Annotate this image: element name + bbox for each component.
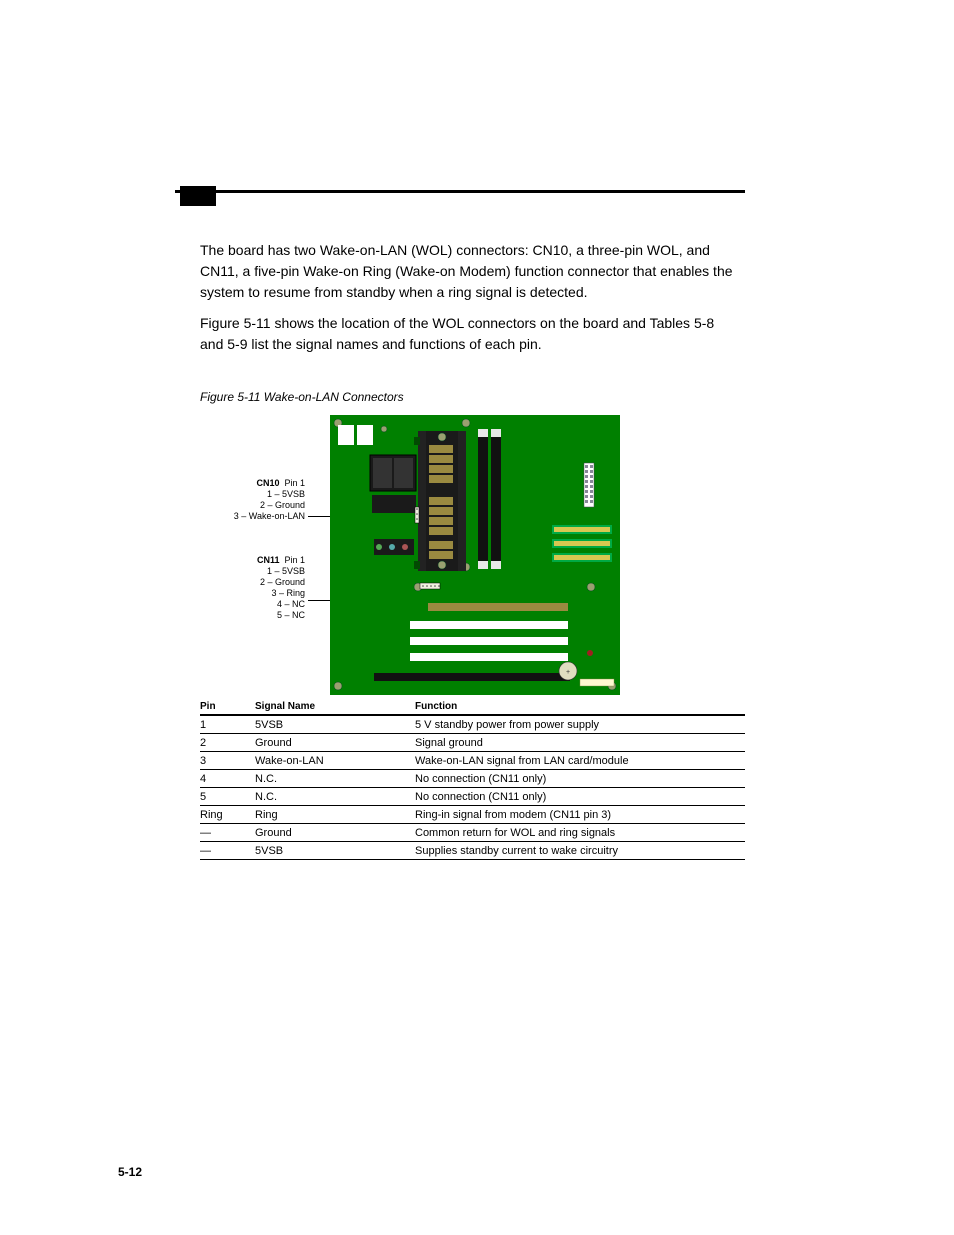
header-rule — [175, 190, 745, 193]
motherboard-diagram: + — [330, 415, 620, 695]
intro-paragraph-2: Figure 5-11 shows the location of the WO… — [200, 313, 740, 355]
svg-text:+: + — [566, 669, 570, 676]
table-row: 15VSB5 V standby power from power supply — [200, 716, 745, 734]
th-pin: Pin — [200, 701, 255, 712]
th-function: Function — [415, 701, 745, 712]
table-row: 4N.C.No connection (CN11 only) — [200, 770, 745, 788]
table-row: —5VSBSupplies standby current to wake ci… — [200, 842, 745, 860]
intro-block: The board has two Wake-on-LAN (WOL) conn… — [200, 240, 740, 355]
callout-cn10: CN10 Pin 1 1 – 5VSB 2 – Ground 3 – Wake-… — [225, 478, 305, 522]
table-row: 3Wake-on-LANWake-on-LAN signal from LAN … — [200, 752, 745, 770]
th-signal: Signal Name — [255, 701, 415, 712]
pinout-table: Pin Signal Name Function 15VSB5 V standb… — [200, 698, 745, 860]
table-header-row: Pin Signal Name Function — [200, 698, 745, 716]
table-row: —GroundCommon return for WOL and ring si… — [200, 824, 745, 842]
section-marker — [180, 186, 216, 206]
cn11-header — [420, 583, 440, 589]
table-body: 15VSB5 V standby power from power supply… — [200, 716, 745, 860]
table-row: 5N.C.No connection (CN11 only) — [200, 788, 745, 806]
table-row: 2GroundSignal ground — [200, 734, 745, 752]
table-row: RingRingRing-in signal from modem (CN11 … — [200, 806, 745, 824]
page-number: 5-12 — [118, 1165, 142, 1179]
callout-cn11: CN11 Pin 1 1 – 5VSB 2 – Ground 3 – Ring … — [225, 555, 305, 621]
cn10-header — [415, 507, 419, 523]
intro-paragraph-1: The board has two Wake-on-LAN (WOL) conn… — [200, 240, 740, 303]
figure-caption: Figure 5-11 Wake-on-LAN Connectors — [200, 390, 404, 404]
